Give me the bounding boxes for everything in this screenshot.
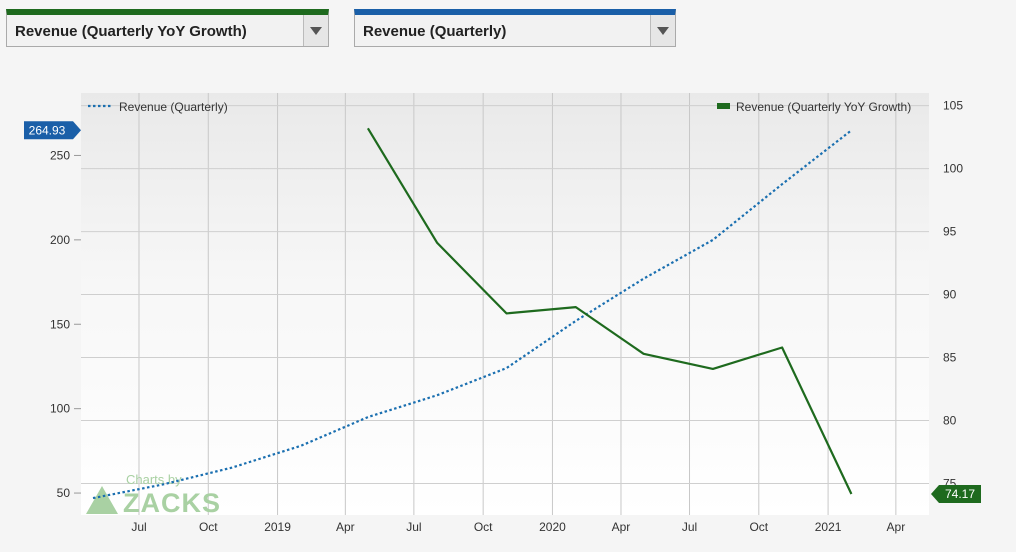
left-tick-label: 200 [50,233,70,247]
last-value-badges: 264.93 74.17 [24,121,981,503]
growth-metric-select-button[interactable] [303,15,328,46]
x-axis-ticks: Jul Oct 2019 Apr Jul Oct 2020 Apr Jul Oct 2021 Apr [131,520,905,534]
legend-growth-label: Revenue (Quarterly YoY Growth) [736,100,911,114]
x-tick-label: 2020 [539,520,566,534]
legend-growth-swatch [717,103,730,109]
chevron-down-icon [657,27,669,35]
growth-metric-select-label: Revenue (Quarterly YoY Growth) [15,23,247,40]
revenue-yoy-growth-line [366,127,853,495]
plot-area [81,93,929,515]
x-tick-label: Jul [131,520,146,534]
x-tick-label: Oct [749,520,768,534]
right-value-badge [931,484,981,503]
right-value-badge-label: 74.17 [945,487,975,501]
x-tick-label: Jul [682,520,697,534]
left-tick-label: 50 [57,486,71,500]
left-value-badge [24,121,81,140]
right-tick-label: 85 [943,351,957,365]
right-tick-label: 105 [943,99,963,113]
x-tick-label: Apr [336,520,355,534]
series-layer [92,127,853,500]
left-axis-ticks: 50 100 150 200 250 [50,148,81,500]
legend: Revenue (Quarterly) Revenue (Quarterly Yo… [88,100,911,114]
left-value-badge-label: 264.93 [29,123,66,137]
x-tick-label: Oct [474,520,493,534]
watermark-line2: ZACKS [123,488,221,518]
revenue-metric-select-button[interactable] [650,15,675,46]
x-tick-label: 2019 [264,520,291,534]
revenue-metric-select-label: Revenue (Quarterly) [363,23,507,40]
zacks-logo-icon [86,486,118,514]
left-tick-label: 100 [50,402,70,416]
x-tick-label: Apr [612,520,631,534]
right-tick-label: 100 [943,162,963,176]
right-tick-label: 80 [943,414,957,428]
x-tick-label: Apr [887,520,906,534]
right-tick-label: 95 [943,225,957,239]
grid-lines [81,93,929,515]
chevron-down-icon [310,27,322,35]
left-tick-label: 150 [50,317,70,331]
right-tick-label: 90 [943,288,957,302]
growth-metric-select[interactable]: Revenue (Quarterly YoY Growth) [6,9,329,47]
revenue-quarterly-line [92,129,853,500]
x-tick-label: Jul [406,520,421,534]
legend-revenue-label: Revenue (Quarterly) [119,100,228,114]
left-tick-label: 250 [50,148,70,162]
revenue-metric-select[interactable]: Revenue (Quarterly) [354,9,676,47]
watermark-line1: Charts by [126,472,182,487]
x-tick-label: Oct [199,520,218,534]
x-tick-label: 2021 [815,520,842,534]
